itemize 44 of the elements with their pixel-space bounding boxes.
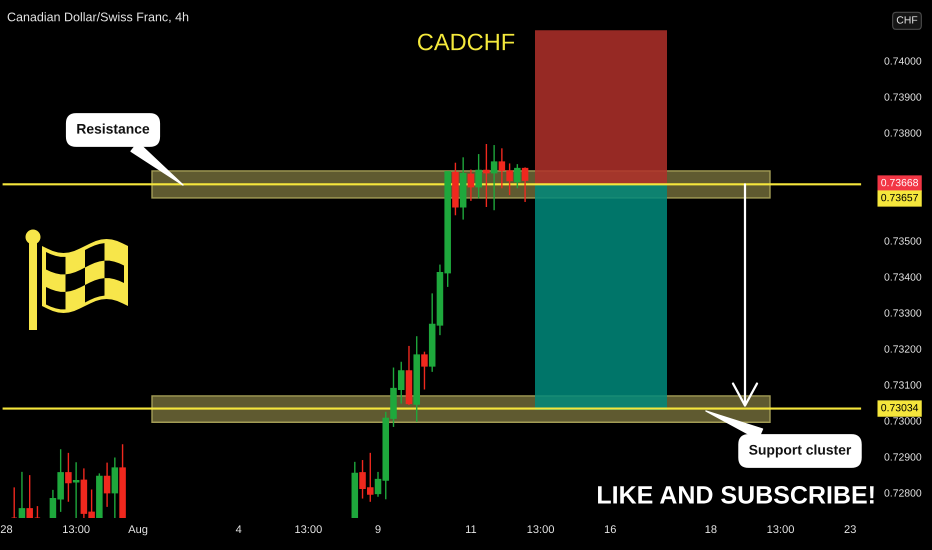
y-tick-label: 0.73900 [884,93,922,101]
text: 0.73668 [881,178,918,186]
x-tick-label: 13:00 [295,525,322,534]
x-tick-label: 18 [706,525,717,534]
y-tick-label: 0.73500 [884,237,922,245]
x-tick-label: 11 [466,525,476,533]
candlestick [475,153,482,200]
y-tick-label: 0.73000 [884,417,922,425]
x-tick-label: Aug [128,525,148,536]
y-tick-label: 0.73400 [884,273,922,281]
text: CADCHF [418,34,514,50]
x-tick-label: 23 [844,525,856,534]
x-tick-label: 16 [604,525,616,534]
candlestick [490,144,498,211]
text: Canadian Dollar/Swiss Franc, 4h [8,12,188,23]
ref-line-label: 0.73657 [881,194,918,202]
annotation: Support cluster [749,444,852,458]
y-tick-label: 0.72900 [884,453,922,461]
y-tick-label: 0.73200 [884,345,922,353]
candlestick [65,452,72,502]
candlestick [72,462,80,518]
x-tick-label: 13:00 [63,525,90,534]
x-tick-label: 4 [236,525,242,533]
annotation: LIKE AND SUBSCRIBE! [598,486,874,504]
y-tick-label: 0.73800 [884,129,922,137]
candlestick [10,486,18,518]
y-tick-label: 0.73100 [884,381,922,389]
candlestick [522,166,528,203]
y-tick-label: 0.73300 [884,309,922,317]
candlestick [483,143,490,208]
candlestick [104,462,110,508]
candlestick [514,163,521,189]
candlestick [468,168,474,202]
y-axis-title: CHF [896,16,918,24]
candlestick [18,471,26,518]
y-tick-label: 0.74000 [884,57,922,65]
ref-line-label: 0.73034 [881,404,918,412]
x-tick-label: 9 [375,525,381,534]
annotation: Resistance [77,124,150,134]
y-tick-label: 0.72800 [884,489,922,497]
x-tick-label: 13:00 [528,525,554,534]
x-tick-label: 13:00 [767,525,794,534]
x-tick-label: 28 [0,525,12,534]
candlestick [421,351,428,390]
